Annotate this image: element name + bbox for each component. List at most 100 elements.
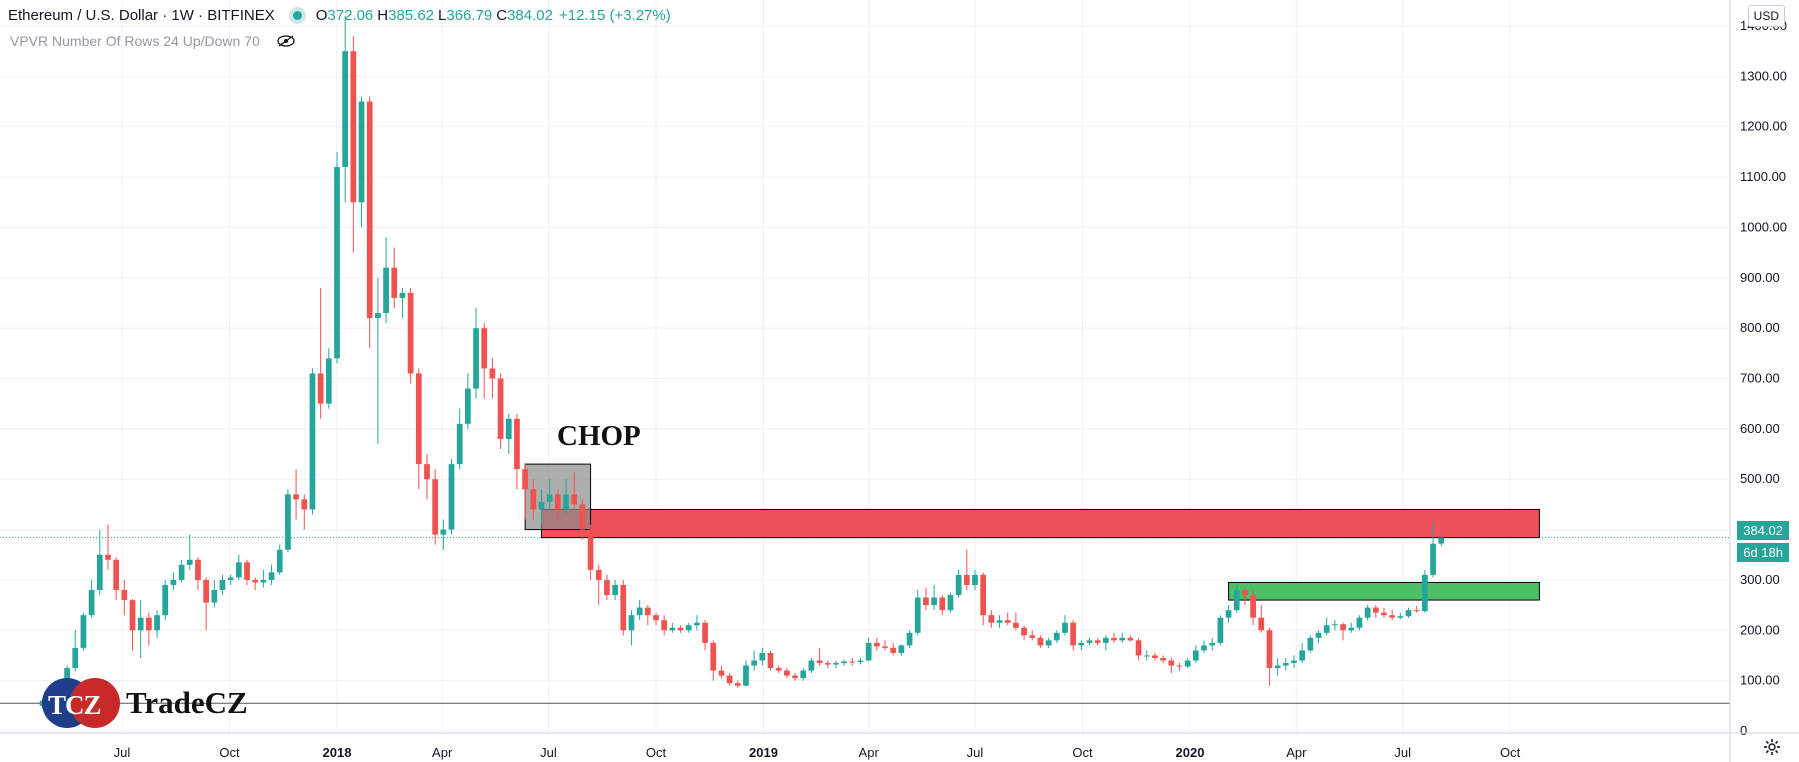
- candle-body: [530, 489, 537, 510]
- y-tick-label: 1300.00: [1740, 68, 1787, 83]
- candle-body: [1176, 665, 1183, 667]
- candle-body: [1086, 640, 1093, 643]
- candle-body: [743, 665, 749, 686]
- indicator-label[interactable]: VPVR Number Of Rows 24 Up/Down 70: [10, 33, 260, 49]
- candle-body: [96, 554, 103, 590]
- candle-body: [1258, 617, 1265, 631]
- candle-body: [1422, 574, 1428, 612]
- candle-body: [1266, 630, 1273, 669]
- y-tick-label: 800.00: [1740, 320, 1780, 335]
- candle-body: [554, 494, 561, 510]
- candle-body: [906, 632, 913, 646]
- candle-body: [546, 494, 553, 502]
- high-value: 385.62: [388, 7, 435, 24]
- candle-body: [1021, 627, 1027, 636]
- y-tick-label: 1200.00: [1740, 119, 1787, 134]
- candle-body: [293, 494, 299, 500]
- candle-body: [334, 167, 340, 359]
- low-value: 366.79: [446, 7, 493, 24]
- candle-body: [162, 584, 169, 616]
- candle-body: [1250, 595, 1256, 618]
- candle-body: [146, 617, 152, 631]
- y-tick-label: 100.00: [1740, 673, 1780, 688]
- candle-body: [203, 579, 209, 603]
- tradecz-logo: TCZ TradeCZ: [42, 678, 248, 728]
- candle-body: [816, 660, 823, 664]
- x-tick-label: Oct: [646, 745, 667, 760]
- candle-body: [489, 368, 496, 379]
- candle-body: [1413, 610, 1420, 612]
- candle-body: [980, 574, 987, 616]
- candle-body: [947, 595, 954, 611]
- x-tick-label: Jul: [114, 745, 131, 760]
- candle-body: [375, 313, 381, 319]
- candle-body: [873, 642, 880, 647]
- candle-body: [456, 423, 463, 465]
- candle-body: [939, 597, 946, 611]
- y-tick-label: 700.00: [1740, 371, 1780, 386]
- candle-body: [1233, 590, 1240, 611]
- candle-body: [1127, 637, 1134, 641]
- candle-body: [285, 494, 291, 550]
- bar-countdown-label: 6d 18h: [1737, 543, 1789, 562]
- candle-body: [1103, 637, 1109, 643]
- candle-body: [1323, 625, 1330, 633]
- candle-body: [399, 292, 406, 298]
- x-tick-label: Apr: [859, 745, 880, 760]
- candle-body: [252, 579, 259, 583]
- candle-body: [1160, 657, 1166, 661]
- candle-body: [751, 660, 758, 666]
- candle-body: [571, 494, 578, 505]
- candle-body: [653, 615, 659, 621]
- candle-body: [424, 464, 430, 480]
- candle-body: [1307, 637, 1314, 651]
- candle-body: [1045, 640, 1052, 646]
- candle-body: [685, 625, 692, 631]
- candle-body: [1013, 622, 1019, 628]
- candle-body: [72, 647, 79, 669]
- candle-body: [350, 51, 357, 203]
- candle-body: [1291, 660, 1297, 664]
- candle-body: [1004, 620, 1011, 623]
- candle-body: [522, 469, 528, 490]
- candle-body: [972, 574, 978, 585]
- candle-body: [137, 617, 144, 631]
- candle-body: [538, 501, 545, 510]
- candle-body: [988, 615, 995, 623]
- candle-body: [669, 627, 676, 631]
- candlestick-series: [39, 15, 1445, 709]
- candle-body: [931, 597, 937, 606]
- candle-body: [301, 499, 308, 510]
- gear-icon[interactable]: [1763, 738, 1781, 756]
- x-tick-label: Oct: [219, 745, 240, 760]
- candle-body: [1274, 665, 1281, 669]
- candle-body: [604, 579, 610, 596]
- candle-body: [432, 479, 439, 535]
- candle-body: [767, 652, 774, 669]
- indicator-legend[interactable]: VPVR Number Of Rows 24 Up/Down 70: [10, 33, 296, 49]
- change-value: +12.15 (+3.27%): [558, 7, 671, 24]
- candle-body: [1430, 543, 1436, 575]
- candle-body: [775, 668, 782, 671]
- zone-resistance: [540, 508, 1540, 539]
- candle-body: [1070, 622, 1077, 646]
- symbol-title[interactable]: Ethereum / U.S. Dollar · 1W · BITFINEX: [8, 7, 275, 24]
- candle-body: [587, 529, 594, 570]
- candle-body: [105, 554, 111, 560]
- candle-body: [1094, 640, 1101, 643]
- x-tick-label: 2019: [749, 745, 778, 760]
- y-tick-label: 0: [1740, 723, 1747, 738]
- candle-body: [88, 590, 95, 616]
- x-tick-label: Oct: [1072, 745, 1093, 760]
- eye-crossed-icon[interactable]: [276, 35, 296, 47]
- open-value: 372.06: [327, 7, 374, 24]
- currency-button[interactable]: USD: [1747, 5, 1785, 27]
- candle-body: [759, 652, 766, 661]
- candle-body: [661, 620, 668, 631]
- candle-body: [914, 597, 921, 633]
- candle-body: [1111, 637, 1117, 641]
- candle-body: [1135, 640, 1142, 656]
- chop-annotation: CHOP: [557, 420, 641, 452]
- candle-body: [505, 418, 512, 439]
